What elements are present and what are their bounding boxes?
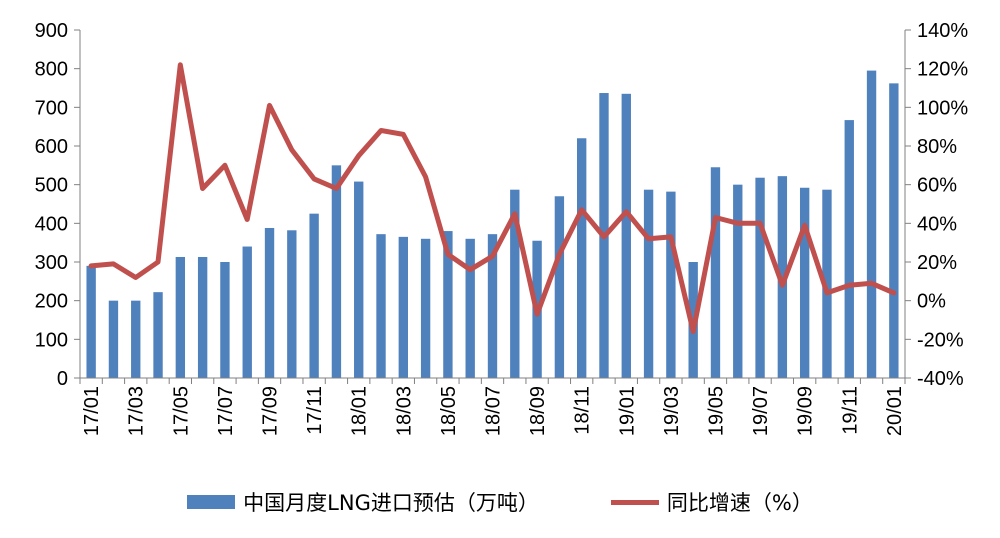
bar-series xyxy=(86,70,899,379)
y-left-tick-label: 400 xyxy=(35,213,68,235)
x-tick-label: 17/01 xyxy=(81,386,103,436)
y-left-tick-label: 0 xyxy=(57,368,68,390)
bar-19-08 xyxy=(777,176,788,378)
x-tick-label: 18/09 xyxy=(527,386,549,436)
bar-17-07 xyxy=(220,262,230,378)
bar-17-10 xyxy=(287,230,297,378)
bar-18-03 xyxy=(398,236,408,378)
bar-17-09 xyxy=(264,227,275,378)
x-tick-label: 17/07 xyxy=(215,386,237,436)
bar-19-02 xyxy=(643,189,654,378)
x-tick-label: 19/11 xyxy=(839,386,861,435)
x-tick-label: 19/05 xyxy=(705,386,727,436)
y-left-tick-label: 100 xyxy=(35,329,68,351)
bar-17-03 xyxy=(131,300,141,378)
y-left-tick-label: 600 xyxy=(35,136,68,158)
bar-17-04 xyxy=(153,292,163,378)
y-right-tick-label: -20% xyxy=(917,329,964,351)
bar-19-01 xyxy=(621,93,631,379)
x-tick-label: 18/03 xyxy=(393,386,415,436)
line-series xyxy=(88,62,897,335)
x-tick-label: 18/05 xyxy=(438,386,460,436)
bar-18-11 xyxy=(577,138,587,378)
x-tick-label: 18/01 xyxy=(349,386,371,436)
bar-17-06 xyxy=(197,256,208,378)
legend-item-bar: 中国月度LNG进口预估（万吨） xyxy=(187,487,539,517)
bar-19-09 xyxy=(799,187,810,378)
x-tick-label: 19/01 xyxy=(616,386,638,436)
x-tick-label: 19/07 xyxy=(750,386,772,436)
bar-18-01 xyxy=(354,181,364,378)
x-tick-label: 20/01 xyxy=(884,386,906,436)
bar-17-11 xyxy=(309,213,319,378)
legend-label-bar: 中国月度LNG进口预估（万吨） xyxy=(243,491,539,515)
bar-17-12 xyxy=(331,165,342,378)
y-right-tick-label: 80% xyxy=(917,136,957,158)
bar-17-02 xyxy=(108,300,119,378)
y-right-tick-label: 100% xyxy=(917,97,968,119)
y-left-tick-label: 900 xyxy=(35,20,68,42)
legend-swatch-bar xyxy=(187,495,236,509)
bar-17-01 xyxy=(86,265,96,378)
chart: 0 100 200 300 400 500 600 700 800 900 -40% -20% 0% 20… xyxy=(35,20,969,436)
bar-19-11 xyxy=(844,120,854,379)
x-tick-label: 18/11 xyxy=(572,386,594,435)
x-tick-label: 18/07 xyxy=(483,386,505,436)
y-right-tick-label: 0% xyxy=(917,291,946,313)
bar-19-03 xyxy=(666,191,676,378)
bar-18-08 xyxy=(510,189,520,378)
x-tick-label: 17/11 xyxy=(304,386,326,435)
bar-19-10 xyxy=(822,189,832,378)
bar-18-07 xyxy=(487,234,498,378)
bar-19-06 xyxy=(733,184,743,378)
y-left-tick-label: 800 xyxy=(35,59,68,81)
axes xyxy=(74,29,911,384)
bar-18-10 xyxy=(554,196,565,378)
bar-17-05 xyxy=(175,256,186,378)
x-tick-label: 17/03 xyxy=(126,386,148,436)
bar-19-12 xyxy=(866,70,877,378)
y-right-tick-label: 20% xyxy=(917,252,957,274)
x-tick-label: 19/09 xyxy=(795,386,817,436)
bar-20-01 xyxy=(889,83,899,379)
bar-19-07 xyxy=(755,177,765,378)
y-right-tick-label: 40% xyxy=(917,213,957,235)
y-right-tick-label: 120% xyxy=(917,59,968,81)
bar-17-08 xyxy=(242,246,252,378)
bar-18-02 xyxy=(376,234,386,378)
y-left-tick-label: 500 xyxy=(35,175,68,197)
x-tick-label: 19/03 xyxy=(661,386,683,436)
bar-19-05 xyxy=(710,167,721,378)
legend-item-line: 同比增速（%） xyxy=(610,487,813,517)
bar-18-04 xyxy=(420,238,431,378)
tick-labels: 0 100 200 300 400 500 600 700 800 900 -40% -20% 0% 20… xyxy=(35,20,969,436)
y-left-tick-label: 700 xyxy=(35,97,68,119)
bar-18-06 xyxy=(465,238,475,378)
x-tick-label: 17/09 xyxy=(260,386,282,436)
y-right-tick-label: -40% xyxy=(917,368,964,390)
legend-swatch-line xyxy=(610,499,659,505)
y-left-tick-label: 300 xyxy=(35,252,68,274)
y-right-tick-label: 140% xyxy=(917,20,968,42)
legend-label-line: 同比增速（%） xyxy=(666,491,813,515)
legend: 中国月度LNG进口预估（万吨） 同比增速（%） xyxy=(0,482,1000,522)
x-tick-label: 17/05 xyxy=(170,386,192,436)
y-left-tick-label: 200 xyxy=(35,291,68,313)
y-right-tick-label: 60% xyxy=(917,175,957,197)
bar-18-05 xyxy=(443,231,453,378)
